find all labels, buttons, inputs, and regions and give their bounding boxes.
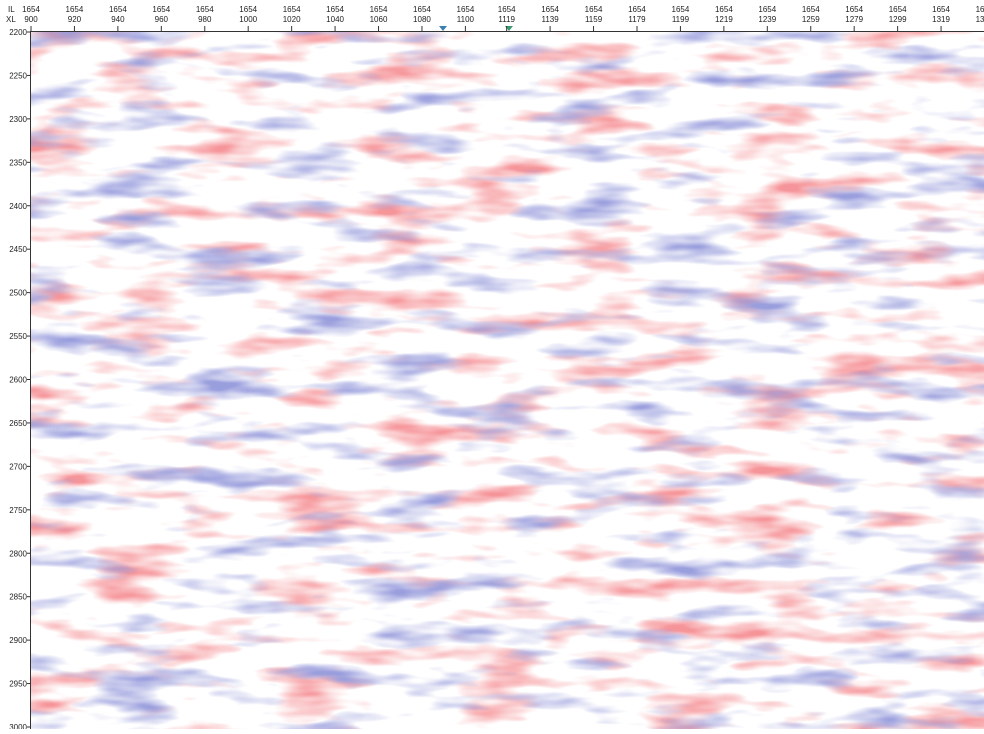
time-tick-label: 2850 xyxy=(9,593,27,602)
il-tick-label: 1654 xyxy=(196,5,214,14)
il-tick-label: 1654 xyxy=(802,5,820,14)
il-tick-label: 1654 xyxy=(326,5,344,14)
xl-tick-label: 1159 xyxy=(585,15,603,24)
xl-tick-label: 920 xyxy=(68,15,82,24)
il-tick-label: 1654 xyxy=(628,5,646,14)
xl-tick-label: 1299 xyxy=(889,15,907,24)
il-tick-label: 1654 xyxy=(283,5,301,14)
time-tick-label: 2300 xyxy=(9,115,27,124)
xl-tick-label: 1259 xyxy=(802,15,820,24)
xl-tick-label: 1339 xyxy=(976,15,984,24)
xl-tick-label: 1060 xyxy=(370,15,388,24)
il-tick-label: 1654 xyxy=(152,5,170,14)
il-tick-label: 1654 xyxy=(889,5,907,14)
xl-tick-label: 1119 xyxy=(498,15,515,24)
time-tick-label: 2800 xyxy=(9,549,27,558)
il-tick-label: 1654 xyxy=(457,5,475,14)
il-tick-label: 1654 xyxy=(585,5,603,14)
xl-label: XL xyxy=(6,15,16,24)
time-tick-label: 2700 xyxy=(9,462,27,471)
xl-tick-label: 1179 xyxy=(628,15,646,24)
xl-tick-label: 980 xyxy=(198,15,212,24)
xl-tick-label: 1020 xyxy=(283,15,301,24)
time-tick-label: 2600 xyxy=(9,376,27,385)
time-tick-label: 3000 xyxy=(9,723,27,729)
position-marker xyxy=(439,26,447,31)
il-tick-label: 1654 xyxy=(976,5,984,14)
xl-tick-label: 940 xyxy=(111,15,125,24)
il-tick-label: 1654 xyxy=(413,5,431,14)
il-tick-label: 1654 xyxy=(541,5,559,14)
xl-tick-label: 1100 xyxy=(457,15,475,24)
xl-tick-label: 1319 xyxy=(932,15,950,24)
time-tick-label: 2250 xyxy=(9,71,27,80)
xl-tick-label: 1239 xyxy=(758,15,776,24)
il-tick-label: 1654 xyxy=(239,5,257,14)
il-tick-label: 1654 xyxy=(66,5,84,14)
il-tick-label: 1654 xyxy=(932,5,950,14)
negative-amplitude xyxy=(31,32,984,729)
il-tick-label: 1654 xyxy=(845,5,863,14)
time-tick-label: 2950 xyxy=(9,680,27,689)
xl-tick-label: 1199 xyxy=(672,15,690,24)
il-tick-label: 1654 xyxy=(672,5,690,14)
time-tick-label: 2900 xyxy=(9,636,27,645)
time-tick-label: 2500 xyxy=(9,289,27,298)
time-tick-label: 2550 xyxy=(9,332,27,341)
xl-tick-label: 1000 xyxy=(239,15,257,24)
il-tick-label: 1654 xyxy=(758,5,776,14)
il-tick-label: 1654 xyxy=(370,5,388,14)
time-tick-label: 2450 xyxy=(9,245,27,254)
seismic-viewer: IL XL 1654900165492016549401654960165498… xyxy=(0,0,984,729)
xl-tick-label: 1040 xyxy=(326,15,344,24)
il-tick-label: 1654 xyxy=(715,5,733,14)
xl-tick-label: 1279 xyxy=(845,15,863,24)
time-tick-label: 2350 xyxy=(9,158,27,167)
il-tick-label: 1654 xyxy=(498,5,516,14)
il-label: IL xyxy=(8,5,15,14)
xl-tick-label: 900 xyxy=(24,15,38,24)
il-tick-label: 1654 xyxy=(109,5,127,14)
xl-tick-label: 1080 xyxy=(413,15,431,24)
il-tick-label: 1654 xyxy=(22,5,40,14)
xl-tick-label: 1139 xyxy=(542,15,560,24)
xl-tick-label: 960 xyxy=(155,15,169,24)
time-tick-label: 2750 xyxy=(9,506,27,515)
xl-tick-label: 1219 xyxy=(715,15,733,24)
time-tick-label: 2400 xyxy=(9,202,27,211)
time-tick-label: 2650 xyxy=(9,419,27,428)
time-tick-label: 2200 xyxy=(9,28,27,37)
